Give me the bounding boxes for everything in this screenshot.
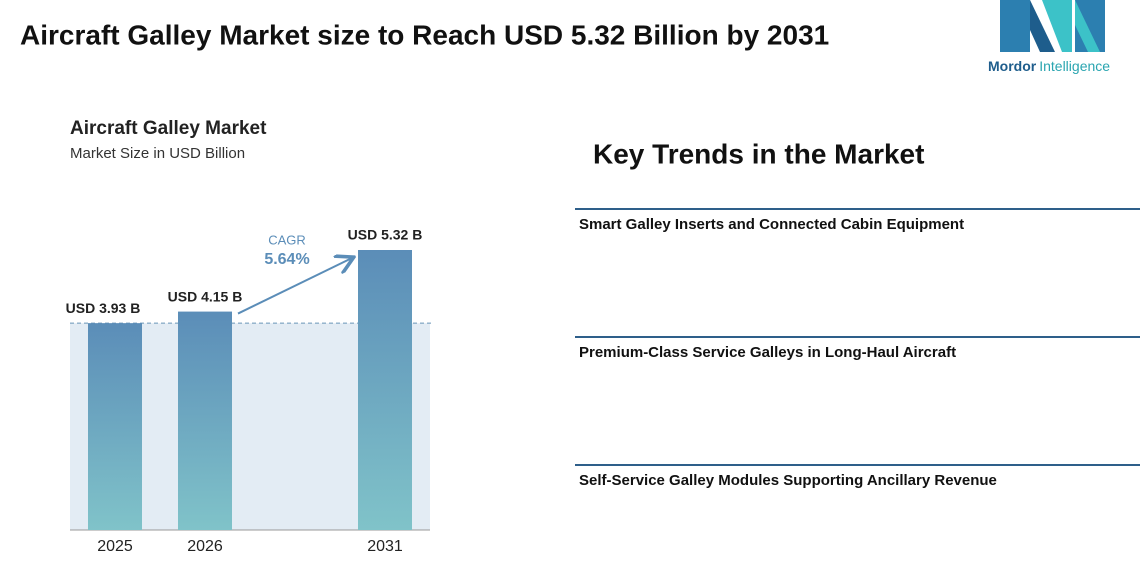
bar: [88, 323, 142, 530]
logo-suffix: Intelligence: [1039, 58, 1110, 74]
logo-brand: Mordor: [988, 58, 1037, 74]
x-tick-label: 2025: [97, 538, 133, 555]
trends-title: Key Trends in the Market: [593, 138, 924, 169]
trends-list: Smart Galley Inserts and Connected Cabin…: [575, 208, 1140, 489]
x-tick-label: 2031: [367, 538, 403, 555]
cagr-arrow: [237, 258, 352, 315]
x-tick-label: 2026: [187, 538, 223, 555]
chart-subtitle: Market Size in USD Billion: [70, 145, 245, 162]
trend-item: Self-Service Galley Modules Supporting A…: [579, 472, 997, 489]
chart-title: Aircraft Galley Market: [70, 118, 267, 139]
page-title: Aircraft Galley Market size to Reach USD…: [20, 19, 829, 50]
chart: USD 3.93 B 2025 USD 4.15 B 2026 USD 5.32 B 20…: [66, 227, 432, 555]
trend-item: Smart Galley Inserts and Connected Cabin…: [579, 216, 964, 233]
cagr-label: CAGR: [268, 232, 306, 247]
bar: [358, 250, 412, 530]
logo-text: Mordor Intelligence: [988, 58, 1110, 74]
value-label: USD 5.32 B: [348, 227, 423, 243]
logo: Mordor Intelligence: [988, 0, 1110, 74]
trend-item: Premium-Class Service Galleys in Long-Ha…: [579, 344, 956, 361]
bar: [178, 311, 232, 530]
cagr-value: 5.64%: [264, 251, 309, 268]
value-label: USD 4.15 B: [168, 288, 243, 304]
value-label: USD 3.93 B: [66, 300, 141, 316]
